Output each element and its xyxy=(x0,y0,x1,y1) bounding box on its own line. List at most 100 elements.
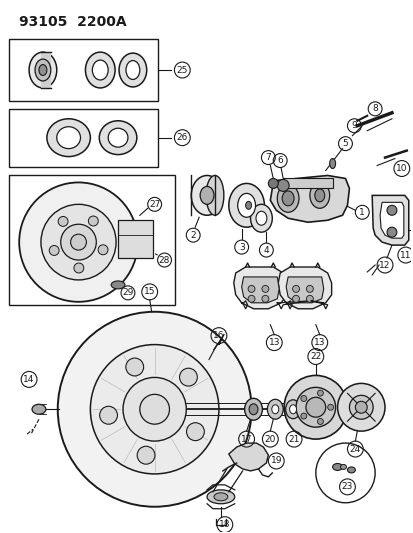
Circle shape xyxy=(268,179,278,188)
Polygon shape xyxy=(233,267,287,309)
Circle shape xyxy=(19,182,138,302)
Circle shape xyxy=(90,345,218,474)
Text: 18: 18 xyxy=(218,520,230,529)
Ellipse shape xyxy=(347,467,354,473)
Bar xyxy=(9,39,157,101)
Text: 9: 9 xyxy=(351,121,356,130)
Ellipse shape xyxy=(282,191,293,206)
Circle shape xyxy=(317,418,323,424)
Circle shape xyxy=(292,295,299,302)
Circle shape xyxy=(41,204,116,280)
Circle shape xyxy=(74,263,83,273)
Ellipse shape xyxy=(35,59,51,81)
Circle shape xyxy=(283,375,347,439)
Ellipse shape xyxy=(32,404,46,414)
Polygon shape xyxy=(285,277,323,303)
Bar xyxy=(282,179,332,188)
Circle shape xyxy=(306,285,313,293)
Ellipse shape xyxy=(206,175,223,215)
Polygon shape xyxy=(278,267,331,309)
Circle shape xyxy=(71,234,86,250)
Text: 14: 14 xyxy=(23,375,35,384)
Ellipse shape xyxy=(119,53,146,87)
Ellipse shape xyxy=(332,464,342,471)
Circle shape xyxy=(386,227,396,237)
Ellipse shape xyxy=(237,193,255,217)
Circle shape xyxy=(58,216,68,227)
Text: 15: 15 xyxy=(144,287,155,296)
Polygon shape xyxy=(371,196,408,245)
Text: 1: 1 xyxy=(358,208,364,217)
Text: 24: 24 xyxy=(349,445,360,454)
Text: 10: 10 xyxy=(395,164,407,173)
Polygon shape xyxy=(241,277,278,303)
Text: 17: 17 xyxy=(240,434,252,443)
Circle shape xyxy=(100,406,117,424)
Ellipse shape xyxy=(85,52,115,88)
Text: 12: 12 xyxy=(378,261,390,270)
Text: 2: 2 xyxy=(190,231,195,240)
Polygon shape xyxy=(270,175,349,222)
Text: 28: 28 xyxy=(159,255,170,264)
Text: 5: 5 xyxy=(342,139,347,148)
Ellipse shape xyxy=(57,127,80,149)
Text: 25: 25 xyxy=(176,66,188,75)
Circle shape xyxy=(123,377,186,441)
Bar xyxy=(9,109,157,166)
Polygon shape xyxy=(228,443,268,471)
Circle shape xyxy=(57,312,251,507)
Ellipse shape xyxy=(29,52,57,88)
Ellipse shape xyxy=(314,189,324,202)
Circle shape xyxy=(186,423,204,441)
Circle shape xyxy=(305,397,325,417)
Text: 6: 6 xyxy=(277,156,282,165)
Ellipse shape xyxy=(206,490,234,504)
Circle shape xyxy=(292,285,299,293)
Ellipse shape xyxy=(329,158,335,168)
Text: 26: 26 xyxy=(176,133,188,142)
Text: 3: 3 xyxy=(238,243,244,252)
Text: 13: 13 xyxy=(313,338,325,347)
Circle shape xyxy=(261,295,268,302)
Circle shape xyxy=(386,205,396,215)
Text: 8: 8 xyxy=(371,104,377,114)
Text: 11: 11 xyxy=(399,251,411,260)
Ellipse shape xyxy=(108,128,128,147)
Text: 93105  2200A: 93105 2200A xyxy=(19,15,126,29)
Circle shape xyxy=(179,368,197,386)
Ellipse shape xyxy=(99,121,137,155)
Text: 13: 13 xyxy=(268,338,279,347)
Circle shape xyxy=(337,383,384,431)
Circle shape xyxy=(261,285,268,293)
Circle shape xyxy=(317,390,323,396)
Circle shape xyxy=(277,180,288,191)
Circle shape xyxy=(300,395,306,401)
Ellipse shape xyxy=(250,204,272,232)
Ellipse shape xyxy=(244,398,262,420)
Bar xyxy=(41,52,51,88)
Text: 27: 27 xyxy=(149,200,160,209)
Circle shape xyxy=(247,285,254,293)
Circle shape xyxy=(88,216,98,226)
Circle shape xyxy=(327,404,333,410)
Text: 19: 19 xyxy=(270,456,281,465)
Circle shape xyxy=(61,224,96,260)
Ellipse shape xyxy=(267,399,282,419)
Bar xyxy=(118,220,152,258)
Circle shape xyxy=(140,394,169,424)
Circle shape xyxy=(98,245,108,255)
Ellipse shape xyxy=(191,175,222,215)
Ellipse shape xyxy=(199,187,214,204)
Circle shape xyxy=(126,358,143,376)
Ellipse shape xyxy=(39,64,47,76)
Ellipse shape xyxy=(249,404,257,415)
Circle shape xyxy=(349,395,372,419)
Ellipse shape xyxy=(214,493,227,501)
Text: 29: 29 xyxy=(122,288,133,297)
Text: 7: 7 xyxy=(265,153,271,162)
Text: 21: 21 xyxy=(288,434,299,443)
Polygon shape xyxy=(379,203,403,238)
Bar xyxy=(9,175,175,305)
Ellipse shape xyxy=(289,405,296,414)
Ellipse shape xyxy=(285,400,300,419)
